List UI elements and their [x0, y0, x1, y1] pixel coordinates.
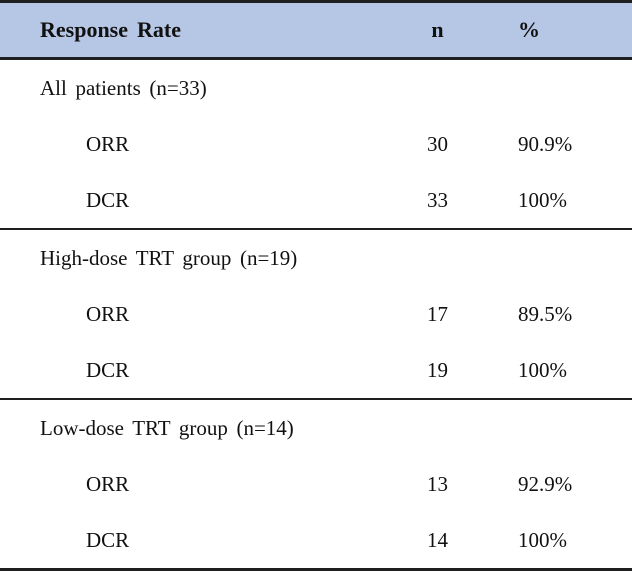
metric-label: ORR — [86, 301, 130, 326]
table-row: DCR 19 100% — [0, 342, 632, 398]
metric-label: ORR — [86, 131, 130, 156]
table-row: DCR 14 100% — [0, 512, 632, 568]
column-header-percent: % — [518, 17, 540, 42]
n-value: 30 — [427, 131, 448, 156]
n-value: 13 — [427, 471, 448, 496]
percent-value: 100% — [518, 357, 567, 382]
percent-value: 92.9% — [518, 471, 573, 496]
table-row: DCR 33 100% — [0, 172, 632, 228]
percent-value: 100% — [518, 187, 567, 212]
n-value: 14 — [427, 527, 448, 552]
metric-label: DCR — [86, 187, 130, 212]
section-high-dose: High-dose TRT group (n=19) ORR 17 89.5% … — [0, 230, 632, 400]
section-label: High-dose TRT group (n=19) — [40, 245, 298, 270]
column-header-response-rate: Response Rate — [40, 17, 182, 42]
table-row: ORR 17 89.5% — [0, 286, 632, 342]
percent-value: 90.9% — [518, 131, 573, 156]
table-row: ORR 30 90.9% — [0, 116, 632, 172]
n-value: 33 — [427, 187, 448, 212]
section-label: All patients (n=33) — [40, 75, 207, 100]
section-label: Low-dose TRT group (n=14) — [40, 415, 294, 440]
table-row: ORR 13 92.9% — [0, 456, 632, 512]
section-label-row: All patients (n=33) — [0, 60, 632, 116]
percent-value: 89.5% — [518, 301, 573, 326]
n-value: 17 — [427, 301, 448, 326]
metric-label: DCR — [86, 357, 130, 382]
n-value: 19 — [427, 357, 448, 382]
table-header-row: Response Rate n % — [0, 0, 632, 60]
column-header-n: n — [431, 17, 444, 42]
section-all-patients: All patients (n=33) ORR 30 90.9% DCR 33 … — [0, 60, 632, 230]
metric-label: ORR — [86, 471, 130, 496]
section-low-dose: Low-dose TRT group (n=14) ORR 13 92.9% D… — [0, 400, 632, 571]
percent-value: 100% — [518, 527, 567, 552]
section-label-row: High-dose TRT group (n=19) — [0, 230, 632, 286]
section-label-row: Low-dose TRT group (n=14) — [0, 400, 632, 456]
metric-label: DCR — [86, 527, 130, 552]
